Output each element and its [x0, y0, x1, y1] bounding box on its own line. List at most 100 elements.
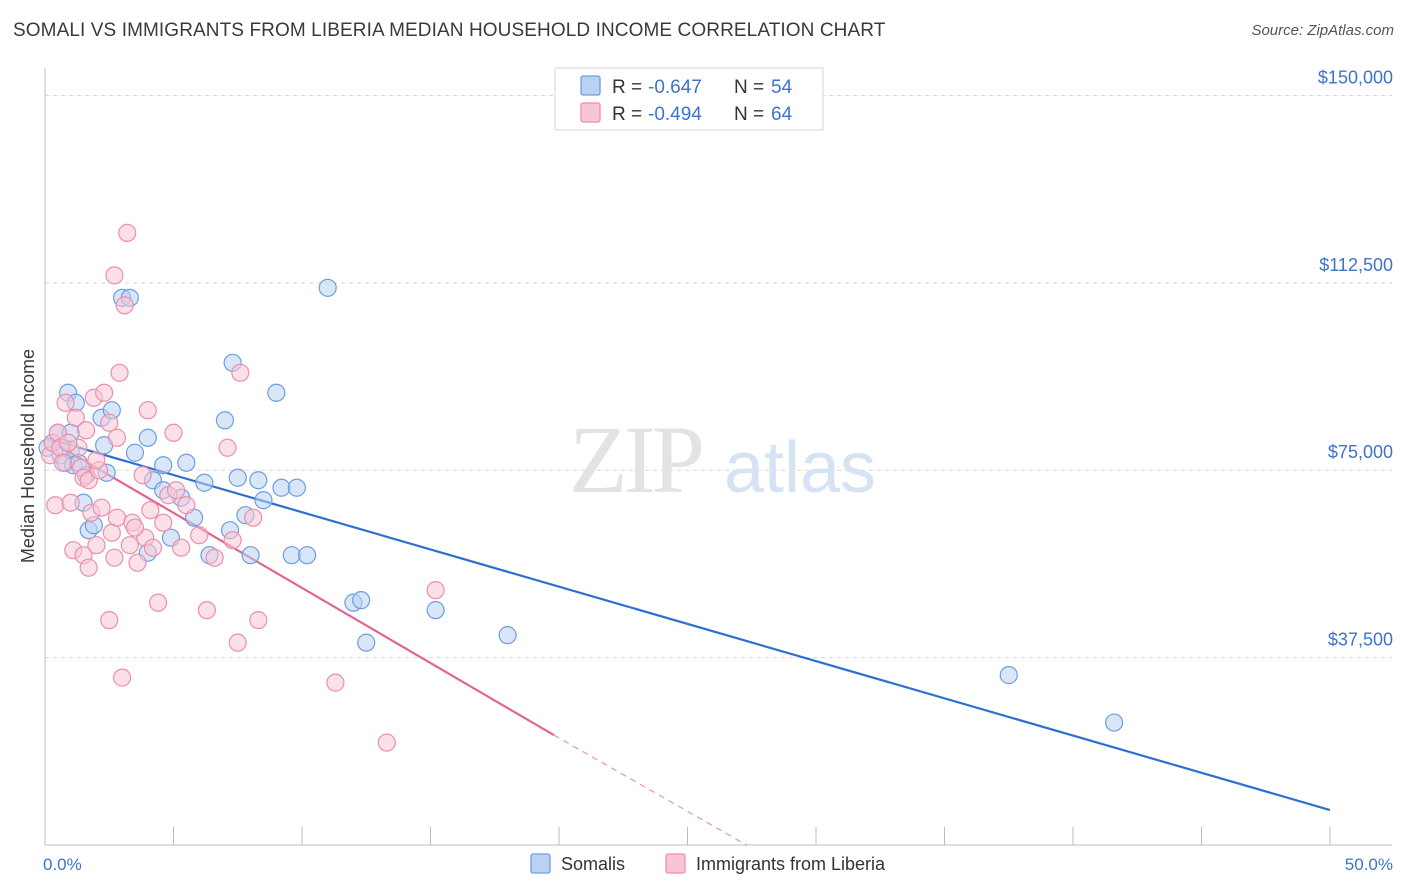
liberia-point-6: [56, 393, 75, 412]
liberia-point-24: [105, 548, 124, 567]
bottom-legend-label-somali: Somalis: [561, 854, 625, 874]
liberia-point-5: [53, 453, 73, 472]
somali-point-53: [1105, 713, 1124, 732]
somali-point-40: [254, 491, 273, 510]
liberia-point-39: [148, 593, 168, 612]
liberia-point-62: [79, 558, 98, 577]
legend-n-value-somali: 54: [771, 77, 793, 98]
somali-point-29: [177, 453, 196, 472]
somali-point-49: [357, 633, 376, 652]
legend-r-label-somali: R =: [612, 77, 642, 98]
watermark: ZIP atlas: [569, 406, 876, 513]
liberia-point-40: [154, 513, 173, 532]
liberia-point-63: [125, 518, 145, 537]
somali-point-44: [287, 478, 306, 497]
chart-title: SOMALI VS IMMIGRANTS FROM LIBERIA MEDIAN…: [13, 20, 886, 41]
bottom-legend-label-liberia: Immigrants from Liberia: [696, 854, 886, 874]
liberia-point-46: [190, 526, 209, 545]
liberia-point-27: [110, 363, 129, 382]
legend-r-label-liberia: R =: [612, 104, 642, 125]
liberia-point-20: [95, 383, 114, 402]
liberia-point-43: [166, 481, 186, 500]
watermark-zip: ZIP: [569, 406, 702, 513]
x-tick-label-1: 50.0%: [1345, 855, 1393, 874]
somali-point-26: [154, 456, 173, 475]
liberia-point-50: [223, 531, 242, 550]
liberia-point-51: [228, 633, 247, 652]
liberia-point-61: [87, 451, 106, 470]
y-tick-label-1: $75,000: [1328, 442, 1393, 462]
liberia-point-33: [128, 553, 147, 572]
liberia-point-30: [118, 223, 137, 242]
somali-point-31: [195, 473, 214, 492]
somali-point-39: [249, 471, 268, 490]
y-axis-label: Median Household Income: [18, 349, 38, 563]
somali-point-51: [498, 626, 517, 645]
watermark-atlas: atlas: [724, 428, 876, 508]
liberia-point-54: [249, 611, 268, 630]
somali-point-33: [215, 411, 234, 430]
bottom-legend-swatch-somali: [530, 853, 551, 874]
liberia-point-21: [100, 413, 119, 432]
somali-point-52: [999, 666, 1018, 685]
liberia-point-58: [105, 266, 124, 285]
liberia-point-53: [244, 508, 263, 527]
somali-point-36: [228, 468, 247, 487]
liberia-point-38: [143, 538, 163, 557]
legend-box: R = -0.647 N = 54 R = -0.494 N = 64: [554, 67, 824, 131]
liberia-point-42: [164, 423, 183, 442]
liberia-point-45: [177, 496, 196, 515]
liberia-point-44: [172, 538, 191, 557]
legend-n-label-liberia: N =: [734, 104, 764, 125]
somali-point-42: [272, 478, 291, 497]
liberia-point-17: [87, 536, 106, 555]
somali-point-22: [138, 428, 157, 447]
liberia-point-52: [231, 363, 250, 382]
source-label: Source: ZipAtlas.com: [1251, 22, 1394, 39]
liberia-point-31: [120, 536, 139, 555]
somali-point-45: [298, 546, 317, 565]
somali-point-41: [267, 383, 286, 402]
somali-point-43: [282, 546, 301, 565]
somali-point-50: [426, 601, 445, 620]
axes: [44, 68, 1392, 846]
y-tick-label-0: $37,500: [1328, 630, 1393, 650]
liberia-point-25: [107, 508, 127, 527]
bottom-legend-swatch-liberia: [665, 853, 686, 874]
somali-point-48: [352, 591, 371, 610]
liberia-point-28: [112, 668, 132, 687]
liberia-point-9: [66, 408, 85, 427]
liberia-point-55: [326, 673, 345, 692]
x-tick-label-0: 0.0%: [43, 855, 82, 874]
gridlines: [45, 94, 1392, 659]
data-points: [38, 223, 1124, 752]
legend-r-value-liberia: -0.494: [648, 104, 702, 125]
liberia-point-29: [115, 296, 134, 315]
liberia-point-60: [59, 433, 78, 452]
liberia-point-13: [77, 421, 96, 440]
liberia-point-26: [107, 428, 127, 447]
legend-r-value-somali: -0.647: [648, 77, 702, 98]
liberia-trend-extension: [553, 734, 747, 846]
legend-swatch-liberia: [580, 102, 601, 123]
liberia-point-36: [138, 401, 157, 420]
y-tick-labels: $37,500 $75,000 $112,500 $150,000: [1318, 67, 1393, 649]
somali-point-46: [318, 278, 337, 297]
liberia-point-49: [218, 438, 237, 457]
liberia-point-57: [426, 581, 445, 600]
liberia-point-47: [197, 601, 217, 620]
x-tick-labels: 0.0% 50.0%: [43, 855, 1393, 874]
somali-point-21: [125, 443, 145, 462]
y-tick-label-2: $112,500: [1319, 255, 1393, 275]
liberia-trend-line: [44, 436, 555, 737]
liberia-point-22: [100, 611, 119, 630]
liberia-point-37: [141, 501, 160, 520]
liberia-point-48: [205, 548, 224, 567]
y-tick-label-3: $150,000: [1318, 67, 1393, 87]
legend-swatch-somali: [580, 75, 601, 96]
bottom-legend: Somalis Immigrants from Liberia: [530, 853, 886, 874]
somali-point-38: [241, 546, 260, 565]
liberia-point-19: [92, 498, 111, 517]
liberia-point-7: [61, 493, 80, 512]
